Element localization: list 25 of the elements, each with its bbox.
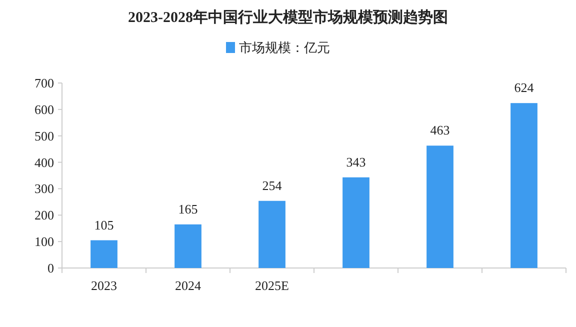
x-tick-label: 2023 — [91, 278, 117, 293]
y-tick-label: 600 — [34, 102, 54, 117]
x-tick-label: 2024 — [175, 278, 202, 293]
y-tick-label: 100 — [34, 234, 54, 250]
data-label: 254 — [262, 178, 282, 193]
data-label: 624 — [514, 80, 534, 96]
x-tick-label: 2025E — [255, 278, 290, 293]
y-tick-label: 300 — [34, 181, 54, 196]
data-label: 463 — [430, 122, 450, 138]
y-tick-label: 0 — [48, 260, 54, 276]
data-label: 165 — [178, 201, 198, 216]
data-label: 343 — [346, 154, 366, 170]
y-tick-label: 400 — [34, 154, 54, 170]
data-label: 105 — [94, 217, 114, 232]
legend-label: 市场规模：亿元 — [239, 40, 330, 55]
bar — [258, 200, 286, 268]
chart-title: 2023-2028年中国行业大模型市场规模预测趋势图 — [128, 8, 448, 26]
y-tick-label: 700 — [34, 76, 54, 90]
bar — [510, 103, 538, 268]
bar — [426, 146, 454, 268]
bar — [342, 177, 370, 268]
bar — [174, 224, 202, 268]
y-tick-label: 500 — [34, 128, 54, 144]
y-tick-label: 200 — [34, 208, 54, 223]
bar — [90, 240, 118, 268]
